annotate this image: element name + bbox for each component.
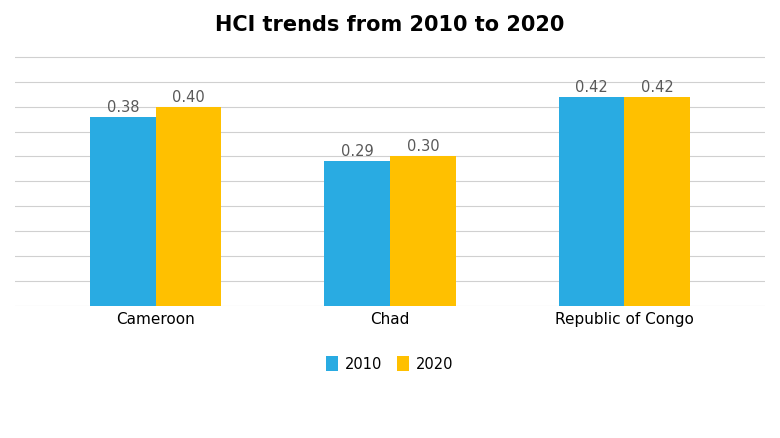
- Bar: [558, 97, 624, 307]
- Title: HCI trends from 2010 to 2020: HCI trends from 2010 to 2020: [215, 15, 565, 35]
- Text: 0.42: 0.42: [575, 79, 608, 94]
- Legend: 2010, 2020: 2010, 2020: [321, 350, 459, 377]
- Bar: [390, 157, 456, 307]
- Bar: [324, 162, 390, 307]
- Bar: [156, 107, 222, 307]
- Bar: [624, 97, 690, 307]
- Text: 0.29: 0.29: [341, 144, 374, 159]
- Bar: [90, 117, 156, 307]
- Text: 0.30: 0.30: [406, 139, 439, 154]
- Text: 0.42: 0.42: [641, 79, 674, 94]
- Text: 0.38: 0.38: [107, 99, 139, 114]
- Text: 0.40: 0.40: [172, 89, 205, 104]
